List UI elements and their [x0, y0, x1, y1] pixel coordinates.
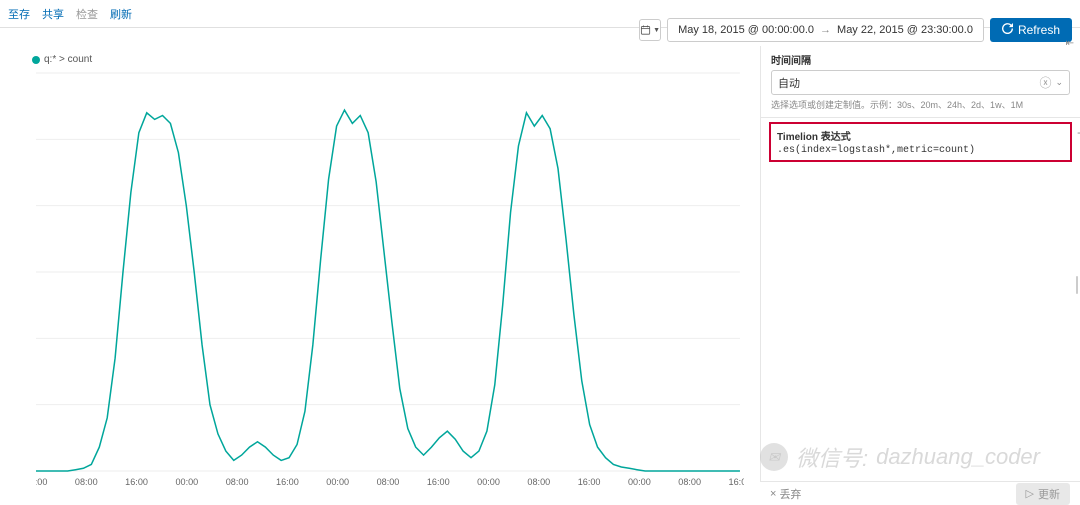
svg-text:16:00: 16:00 — [276, 477, 299, 487]
svg-text:00:00: 00:00 — [326, 477, 349, 487]
interval-section: 时间间隔 自动 ⓧ ⌄ 选择选项或创建定制值。示例：30s、20m、24h、2d… — [761, 46, 1080, 118]
chevron-down-icon[interactable]: ⌄ — [1055, 77, 1063, 88]
svg-text:08:00: 08:00 — [75, 477, 98, 487]
refresh-button[interactable]: Refresh — [990, 18, 1072, 42]
discard-label: 丢弃 — [779, 486, 801, 502]
arrow-right-icon: → — [820, 24, 831, 36]
nav-inspect[interactable]: 检查 — [76, 6, 98, 22]
expand-icon[interactable]: ⇤ — [1066, 38, 1074, 49]
discard-button[interactable]: × 丢弃 — [770, 486, 801, 502]
svg-text:00:00: 00:00 — [36, 477, 47, 487]
chart-panel: q:* > count 05010015020025030000:0008:00… — [0, 46, 760, 505]
calendar-icon — [640, 24, 651, 36]
svg-text:00:00: 00:00 — [628, 477, 651, 487]
svg-text:08:00: 08:00 — [678, 477, 701, 487]
close-icon: × — [770, 488, 776, 500]
time-from: May 18, 2015 @ 00:00:00.0 — [678, 24, 814, 36]
svg-text:00:00: 00:00 — [477, 477, 500, 487]
line-chart: 05010015020025030000:0008:0016:0000:0008… — [36, 69, 744, 489]
update-button[interactable]: ▷ 更新 — [1016, 483, 1070, 505]
interval-hint: 选择选项或创建定制值。示例：30s、20m、24h、2d、1w、1M — [771, 98, 1070, 111]
interval-selector[interactable]: 自动 ⓧ ⌄ — [771, 70, 1070, 95]
expression-input[interactable]: .es(index=logstash*,metric=count) — [777, 145, 1064, 156]
nav-save[interactable]: 至存 — [8, 6, 30, 22]
expression-section: Timelion 表达式 .es(index=logstash*,metric=… — [769, 122, 1072, 162]
clear-icon[interactable]: ⓧ — [1039, 74, 1051, 91]
svg-text:00:00: 00:00 — [175, 477, 198, 487]
svg-text:08:00: 08:00 — [226, 477, 249, 487]
svg-text:16:00: 16:00 — [729, 477, 744, 487]
time-filter-bar: ▼ May 18, 2015 @ 00:00:00.0 → May 22, 20… — [639, 18, 1072, 42]
time-range-picker[interactable]: May 18, 2015 @ 00:00:00.0 → May 22, 2015… — [667, 18, 984, 42]
svg-text:16:00: 16:00 — [125, 477, 148, 487]
legend-dot — [32, 56, 40, 64]
refresh-button-label: Refresh — [1018, 23, 1060, 37]
main-area: q:* > count 05010015020025030000:0008:00… — [0, 46, 1080, 505]
chart-container: 05010015020025030000:0008:0016:0000:0008… — [36, 69, 744, 489]
interval-label: 时间间隔 — [771, 52, 1070, 67]
side-panel: ⇤ 时间间隔 自动 ⓧ ⌄ 选择选项或创建定制值。示例：30s、20m、24h、… — [760, 46, 1080, 505]
time-to: May 22, 2015 @ 23:30:00.0 — [837, 24, 973, 36]
svg-text:16:00: 16:00 — [427, 477, 450, 487]
scrollbar-thumb[interactable] — [1076, 276, 1078, 294]
svg-text:08:00: 08:00 — [527, 477, 550, 487]
side-fill — [761, 162, 1080, 505]
calendar-button[interactable]: ▼ — [639, 19, 661, 41]
refresh-icon — [1002, 23, 1013, 37]
expression-label: Timelion 表达式 — [777, 128, 1064, 143]
play-icon: ▷ — [1026, 487, 1034, 500]
nav-refresh-link[interactable]: 刷新 — [110, 6, 132, 22]
chevron-down-icon: ▼ — [653, 27, 660, 34]
bottom-action-bar: × 丢弃 ▷ 更新 — [760, 481, 1080, 505]
svg-text:08:00: 08:00 — [377, 477, 400, 487]
interval-value: 自动 — [778, 75, 1039, 91]
chart-legend: q:* > count — [32, 54, 748, 65]
update-label: 更新 — [1038, 486, 1060, 502]
svg-text:16:00: 16:00 — [578, 477, 601, 487]
nav-share[interactable]: 共享 — [42, 6, 64, 22]
legend-label: q:* > count — [44, 54, 92, 65]
